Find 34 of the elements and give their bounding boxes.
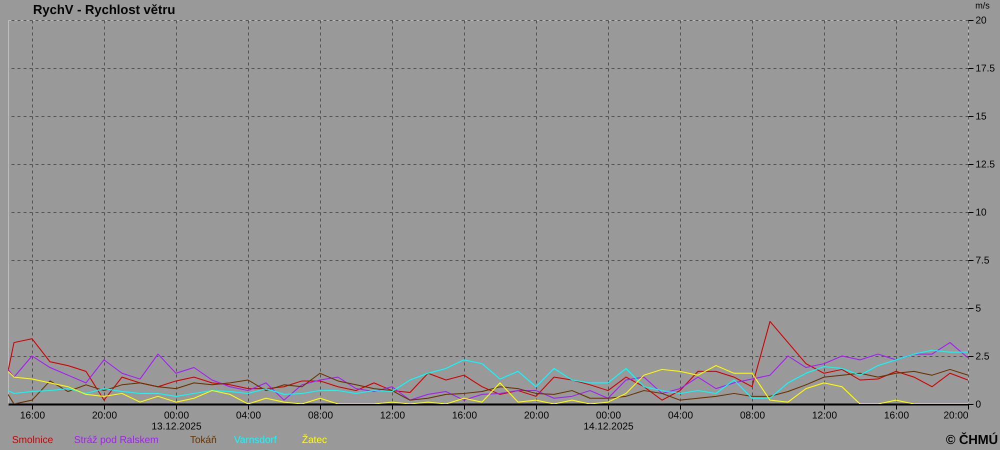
y-tick-label: 5 — [976, 304, 982, 314]
line-series — [8, 350, 968, 399]
y-axis-title: m/s — [975, 0, 990, 10]
x-tick-label: 04:00 — [236, 410, 262, 422]
x-tick-label: 12:00 — [812, 410, 838, 422]
x-tick-label: 00:00 14.12.2025 — [583, 410, 634, 432]
x-tick-label: 08:00 — [308, 410, 334, 422]
x-tick-label: 20:00 — [524, 410, 550, 422]
text: © ČHMÚ — [946, 432, 998, 447]
text: Žatec — [302, 434, 328, 446]
x-tick-label: 04:00 — [668, 410, 694, 422]
x-tick-label: 16:00 — [452, 410, 478, 422]
y-tick-label: 12.5 — [976, 160, 996, 170]
y-tick-label: 20 — [976, 16, 988, 26]
y-tick-label: 0 — [976, 400, 982, 410]
y-tick-label: 15 — [976, 112, 988, 122]
y-tick-label: 10 — [976, 208, 988, 218]
chart-title: RychV - Rychlost větru — [33, 2, 176, 17]
line-series — [8, 320, 968, 401]
x-tick-label: 20:00 — [943, 410, 969, 422]
text: Smolnice — [12, 435, 54, 446]
text: Stráž pod Ralskem — [74, 435, 158, 446]
x-tick-label: 20:00 — [92, 410, 118, 422]
x-tick-label: 12:00 — [380, 410, 406, 422]
x-tick-label: 16:00 — [884, 410, 910, 422]
x-tick-label: 08:00 — [740, 410, 766, 422]
x-tick-label: 00:00 13.12.2025 — [151, 410, 202, 432]
y-tick-label: 17.5 — [976, 64, 996, 74]
y-tick-label: 7.5 — [976, 256, 990, 266]
line-series — [8, 342, 968, 401]
y-tick-label: 2.5 — [976, 352, 990, 362]
text: Tokáň — [190, 435, 217, 446]
x-tick-label: 16:00 — [20, 410, 46, 422]
text: Varnsdorf — [234, 435, 277, 446]
